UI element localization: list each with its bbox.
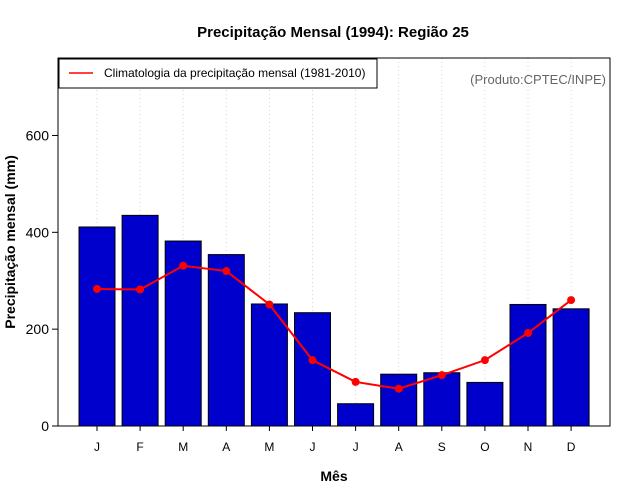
bar-12	[552, 308, 590, 427]
bar-4	[207, 254, 245, 427]
legend-entry-climatology: Climatologia da precipitação mensal (198…	[104, 66, 365, 80]
x-tick-label: N	[524, 440, 533, 454]
bar-10	[466, 381, 504, 427]
climatology-point-6	[308, 356, 317, 365]
x-tick-label: J	[94, 440, 100, 454]
bar-8	[380, 373, 418, 427]
plot-frame	[57, 57, 611, 427]
climatology-line	[96, 264, 572, 390]
bars-layer	[78, 214, 590, 427]
climatology-point-10	[480, 356, 489, 365]
legend-box	[58, 58, 378, 89]
y-axis-label: Precipitação mensal (mm)	[2, 155, 18, 329]
bar-2	[121, 214, 159, 427]
bar-9	[423, 372, 461, 427]
x-tick-label: F	[136, 440, 143, 454]
legend: Climatologia da precipitação mensal (198…	[58, 58, 378, 89]
x-tick-label: A	[395, 440, 403, 454]
climatology-point-9	[437, 371, 446, 380]
climatology-point-7	[351, 377, 360, 386]
bar-1	[78, 226, 116, 427]
climatology-point-1	[93, 284, 101, 293]
climatology-point-4	[222, 267, 231, 276]
climatology-line-layer	[93, 261, 576, 393]
bar-7	[337, 403, 375, 427]
x-tick-label: J	[353, 440, 359, 454]
x-tick-label: M	[264, 440, 274, 454]
climatology-point-3	[179, 261, 188, 270]
bar-5	[250, 303, 288, 427]
climatology-point-2	[136, 285, 145, 294]
climatology-point-8	[394, 384, 403, 393]
climatology-point-12	[567, 296, 576, 305]
x-tick-label: S	[438, 440, 446, 454]
climatology-point-11	[524, 329, 532, 338]
x-tick-label: M	[178, 440, 188, 454]
y-axis: 0 200 400 600	[26, 127, 58, 434]
y-tick-label: 200	[26, 321, 50, 337]
source-note: (Produto:CPTEC/INPE)	[470, 72, 606, 87]
x-tick-label: J	[310, 440, 316, 454]
y-tick-label: 400	[26, 224, 50, 240]
x-axis-label: Mês	[320, 468, 347, 484]
y-tick-label: 0	[41, 418, 49, 434]
x-tick-label: D	[567, 440, 576, 454]
chart-title: Precipitação Mensal (1994): Região 25	[197, 24, 469, 41]
climatology-point-5	[265, 300, 274, 309]
x-tick-label: A	[222, 440, 230, 454]
bar-6	[294, 312, 331, 427]
x-tick-label: O	[480, 440, 489, 454]
y-tick-label: 600	[26, 127, 50, 143]
